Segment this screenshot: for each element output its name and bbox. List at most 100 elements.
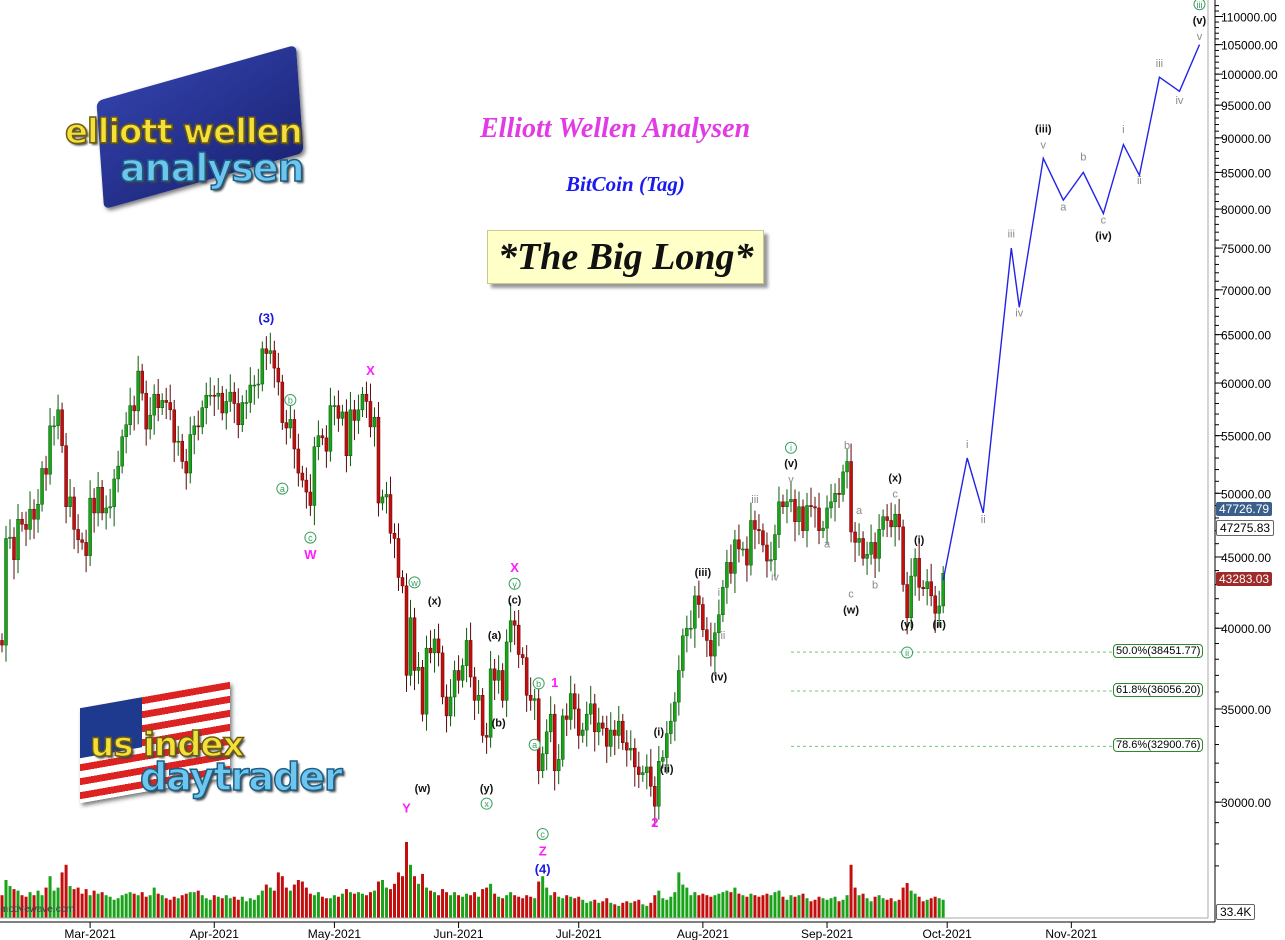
candle-body xyxy=(917,558,921,588)
candle-body xyxy=(92,497,96,514)
volume-bar xyxy=(140,892,144,918)
candle-body xyxy=(368,401,373,428)
volume-bar xyxy=(272,890,276,918)
volume-bar xyxy=(761,895,765,918)
volume-bar xyxy=(557,896,561,918)
volume-bar xyxy=(513,895,517,918)
candle-body xyxy=(753,520,757,530)
projection-line xyxy=(942,44,1201,581)
chart-subtitle: BitCoin (Tag) xyxy=(566,172,685,196)
candle-body xyxy=(873,542,877,559)
wave-label: i xyxy=(1122,124,1124,136)
projection xyxy=(942,44,1201,581)
volume-bar xyxy=(324,898,328,918)
volume-bar xyxy=(164,898,168,918)
y-tick-label: 70000.00 xyxy=(1221,284,1271,298)
volume-bar xyxy=(645,905,649,918)
candle-body xyxy=(32,508,36,520)
volume-bar xyxy=(176,898,180,918)
candle-body xyxy=(773,534,777,560)
volume-bar xyxy=(224,895,228,918)
volume-bar xyxy=(697,895,701,918)
wave-label: (ii) xyxy=(660,764,674,776)
volume-bar xyxy=(641,904,645,918)
candle-body xyxy=(853,531,857,543)
volume-bar xyxy=(248,898,252,918)
candle-body xyxy=(572,693,577,710)
candle-body xyxy=(436,638,441,654)
candle-body xyxy=(52,425,56,428)
x-tick-label: Apr-2021 xyxy=(190,927,240,940)
volume-bar xyxy=(561,898,565,918)
volume-bar xyxy=(60,872,64,918)
volume-bar xyxy=(220,898,224,918)
volume-bar xyxy=(537,881,541,918)
volume-bar xyxy=(469,895,473,918)
candle-body xyxy=(12,536,16,560)
wave-label: ii xyxy=(720,630,725,642)
volume-bar xyxy=(529,896,533,918)
volume-bar xyxy=(372,890,376,918)
candle-body xyxy=(96,487,100,514)
candle-body xyxy=(384,494,389,498)
logo-bottom-line1: us index xyxy=(89,724,245,766)
volume-bar xyxy=(725,890,729,918)
candle-body xyxy=(56,409,60,427)
volume-bar xyxy=(837,901,841,918)
volume-bar xyxy=(461,896,465,918)
candle-body xyxy=(669,720,673,734)
volume-bar xyxy=(44,887,48,918)
candles xyxy=(0,332,945,826)
candle-body xyxy=(88,497,92,556)
candle-body xyxy=(100,487,104,514)
volume-bar xyxy=(493,893,497,918)
volume-bar xyxy=(212,895,216,918)
volume-bar xyxy=(589,901,593,918)
volume-bar xyxy=(40,895,44,918)
volume-bar xyxy=(485,887,489,918)
volume-bar xyxy=(96,893,100,918)
volume-bar xyxy=(477,896,481,918)
candle-body xyxy=(4,538,8,646)
y-tick-label: 95000.00 xyxy=(1221,99,1271,113)
candle-body xyxy=(184,461,188,474)
candle-body xyxy=(548,713,553,733)
candle-body xyxy=(681,635,685,671)
candle-body xyxy=(629,747,633,751)
candle-body xyxy=(76,529,80,541)
wave-label: 2 xyxy=(651,815,658,830)
candle-body xyxy=(524,657,529,696)
volume-bar xyxy=(849,864,853,918)
volume-bar xyxy=(4,880,8,918)
wave-label-circle xyxy=(536,827,549,840)
volume-bar xyxy=(789,895,793,918)
volume-bar xyxy=(445,892,449,918)
candle-body xyxy=(617,720,621,736)
volume-bar xyxy=(196,890,200,918)
wave-label: (x) xyxy=(428,595,442,607)
volume-bar xyxy=(396,872,400,918)
candle-body xyxy=(272,350,277,369)
volume-bar xyxy=(781,896,785,918)
candle-body xyxy=(633,747,637,768)
candle-body xyxy=(464,640,469,666)
candle-body xyxy=(580,729,585,736)
fib-label-50: 50.0%(38451.77) xyxy=(1113,644,1204,659)
volume-bar xyxy=(909,890,913,918)
candle-body xyxy=(28,508,32,530)
candle-body xyxy=(432,638,437,654)
volume-bar xyxy=(669,896,673,918)
volume-bar xyxy=(188,892,192,918)
candle-body xyxy=(404,585,409,676)
volume-bar xyxy=(941,899,945,918)
banner-box: *The Big Long* xyxy=(487,230,765,284)
candle-body xyxy=(657,761,661,807)
wave-label: v xyxy=(1197,31,1203,43)
candle-body xyxy=(448,696,453,717)
candle-body xyxy=(336,405,341,419)
candle-body xyxy=(889,520,893,528)
candle-body xyxy=(733,539,737,574)
candle-body xyxy=(649,766,653,787)
candle-body xyxy=(829,501,833,509)
